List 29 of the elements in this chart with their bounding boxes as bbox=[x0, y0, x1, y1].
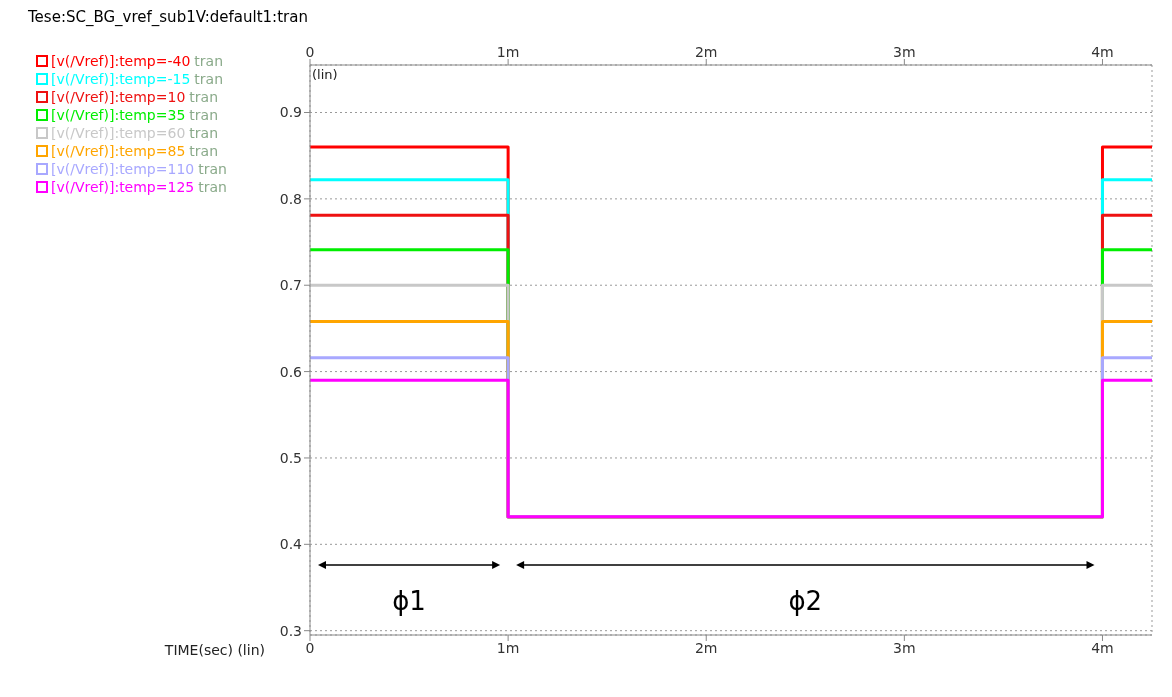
legend-label: [v(/Vref)]:temp=85 tran bbox=[51, 143, 219, 159]
annotation: ϕ1 bbox=[392, 586, 426, 616]
y-axis-title: (lin) bbox=[312, 67, 338, 82]
legend-label: [v(/Vref)]:temp=10 tran bbox=[51, 89, 219, 105]
y-tick-label: 0.9 bbox=[279, 104, 302, 121]
y-tick-label: 0.6 bbox=[279, 363, 303, 380]
y-tick-label: 0.7 bbox=[279, 277, 302, 294]
x2-tick-label: 0 bbox=[305, 44, 315, 60]
x2-tick-label: 2m bbox=[694, 44, 718, 60]
x-tick-label: 0 bbox=[305, 639, 315, 656]
x-tick-label: 3m bbox=[893, 639, 916, 656]
x-tick-label: 4m bbox=[1091, 639, 1114, 656]
x2-tick-label: 3m bbox=[893, 44, 916, 60]
x-tick-label: 2m bbox=[694, 639, 718, 656]
x2-tick-label: 1m bbox=[496, 44, 520, 60]
y-tick-label: 0.8 bbox=[279, 190, 302, 207]
legend-label: [v(/Vref)]:temp=110 tran bbox=[51, 161, 227, 177]
legend-label: [v(/Vref)]:temp=-15 tran bbox=[51, 71, 224, 87]
x-tick-label: 1m bbox=[496, 639, 520, 656]
y-tick-label: 0.3 bbox=[279, 622, 302, 639]
legend-label: [v(/Vref)]:temp=-40 tran bbox=[51, 53, 224, 69]
y-tick-label: 0.4 bbox=[279, 536, 303, 553]
x-axis-title: TIME(sec) (lin) bbox=[163, 642, 265, 658]
text: Tese:SC_BG_vref_sub1V:default1:tran bbox=[27, 8, 309, 28]
legend-label: [v(/Vref)]:temp=125 tran bbox=[51, 179, 227, 195]
legend-label: [v(/Vref)]:temp=35 tran bbox=[51, 107, 219, 123]
x2-tick-label: 4m bbox=[1091, 44, 1114, 60]
y-tick-label: 0.5 bbox=[279, 449, 302, 466]
annotation: ϕ2 bbox=[788, 586, 823, 616]
